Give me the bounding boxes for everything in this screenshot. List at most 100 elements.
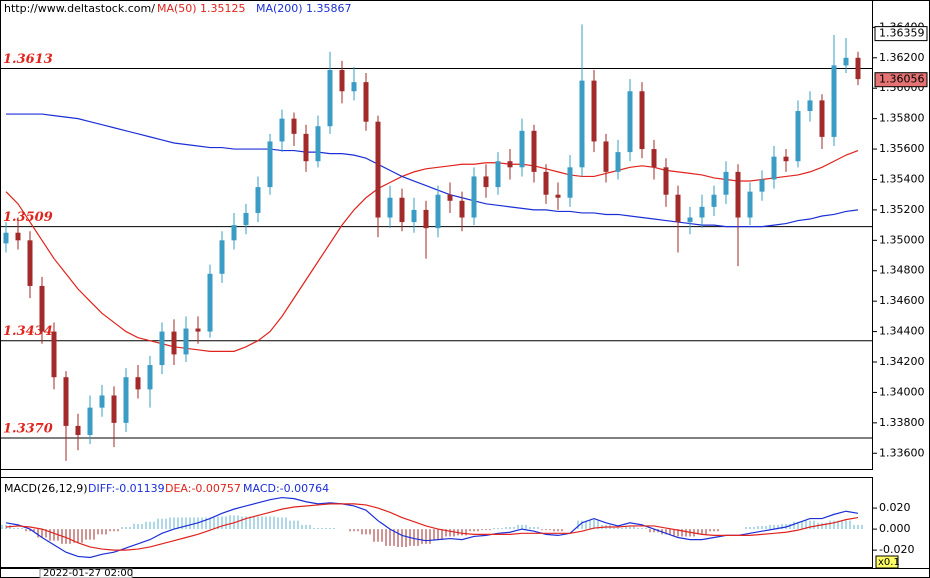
candle-body: [831, 65, 837, 137]
legend-label: MACD:-0.00764: [243, 482, 329, 495]
candle-body: [171, 331, 177, 355]
candle-body: [303, 133, 309, 162]
candle-body: [747, 191, 753, 218]
candle-body: [807, 100, 813, 112]
legend-label: MA(50): [157, 2, 197, 15]
level-label: 1.3434: [3, 324, 53, 339]
candle-body: [663, 167, 669, 195]
price-marker-label: 1.36359: [879, 27, 925, 40]
y-tick-label: 0.020: [879, 501, 911, 514]
candle-body: [207, 273, 213, 332]
candle-body: [795, 111, 801, 162]
candle-body: [159, 331, 165, 366]
candle-body: [435, 194, 441, 229]
candle-body: [495, 161, 501, 188]
cursor-time-box: [39, 568, 133, 578]
y-tick-label: 1.34600: [879, 294, 925, 307]
candle-body: [627, 91, 633, 153]
candle-body: [51, 331, 57, 378]
candle-body: [291, 118, 297, 134]
candle-body: [579, 80, 585, 168]
candle-body: [111, 395, 117, 423]
y-tick-label: 1.34400: [879, 325, 925, 338]
source-url: http://www.deltastock.com/: [4, 2, 155, 15]
candle-body: [243, 212, 249, 226]
candle-body: [87, 407, 93, 436]
level-label: 1.3613: [3, 52, 53, 67]
candle-body: [687, 217, 693, 223]
candle-body: [543, 171, 549, 195]
candle-body: [99, 395, 105, 408]
candle-body: [15, 232, 21, 241]
candle-body: [603, 141, 609, 172]
candle-body: [315, 126, 321, 162]
y-tick-label: 1.35200: [879, 203, 925, 216]
legend-label: DEA:-0.00757: [165, 482, 241, 495]
candle-body: [387, 197, 393, 218]
candle-body: [447, 194, 453, 201]
candle-body: [843, 57, 849, 66]
y-tick-label: 1.33800: [879, 416, 925, 429]
candle-body: [63, 377, 69, 426]
y-tick-label: 1.36200: [879, 51, 925, 64]
price-marker-label: 1.36056: [879, 73, 925, 86]
candle-body: [75, 425, 81, 436]
line: [5, 496, 859, 559]
line: [5, 150, 859, 352]
cursor-time: 2022-01-27 02:00: [43, 568, 133, 578]
line: [5, 503, 859, 551]
candle-body: [471, 176, 477, 218]
price-marker-box: [874, 26, 928, 42]
candle-body: [675, 194, 681, 223]
candle-body: [123, 377, 129, 423]
candle-body: [639, 91, 645, 150]
candle-body: [591, 80, 597, 142]
candle-body: [711, 194, 717, 207]
y-tick-label: 1.35600: [879, 142, 925, 155]
candle-body: [783, 156, 789, 162]
y-tick-label: -0.020: [879, 543, 914, 556]
candle-body: [819, 100, 825, 137]
level-label: 1.3509: [3, 210, 53, 225]
y-tick-label: 1.34000: [879, 385, 925, 398]
candle-body: [459, 200, 465, 218]
candle-body: [615, 152, 621, 172]
candle-body: [375, 121, 381, 218]
candle-body: [507, 161, 513, 168]
candle-body: [147, 365, 153, 390]
macd-title: MACD(26,12,9): [4, 482, 88, 495]
legend-value: 1.35867: [306, 2, 352, 15]
y-tick-label: 1.35800: [879, 112, 925, 125]
zoom-box[interactable]: [875, 555, 899, 569]
y-tick-label: 0.000: [879, 522, 911, 535]
candle-body: [531, 130, 537, 172]
legend-label: DIFF:-0.01139: [88, 482, 165, 495]
legend-label: MA(200): [256, 2, 303, 15]
candle-body: [555, 194, 561, 198]
macd-panel: [0, 477, 873, 568]
level-label: 1.3370: [3, 422, 53, 437]
candle-body: [183, 328, 189, 355]
candle-body: [27, 240, 33, 286]
line: [6, 113, 859, 228]
candle-body: [723, 171, 729, 195]
zoom-label[interactable]: x0.1: [878, 557, 900, 568]
candle-body: [699, 206, 705, 218]
candle-body: [39, 285, 45, 332]
candle-body: [351, 82, 357, 92]
main-panel: [0, 0, 873, 470]
candle-body: [135, 377, 141, 390]
candle-body: [231, 225, 237, 241]
candle-body: [219, 240, 225, 274]
candle-body: [759, 179, 765, 192]
candle-body: [399, 197, 405, 223]
candle-body: [363, 82, 369, 122]
y-tick-label: 1.34800: [879, 264, 925, 277]
candle-body: [279, 118, 285, 142]
y-tick-label: 1.35400: [879, 172, 925, 185]
candle-body: [771, 156, 777, 180]
y-tick-label: 1.35000: [879, 233, 925, 246]
candle-body: [423, 209, 429, 229]
